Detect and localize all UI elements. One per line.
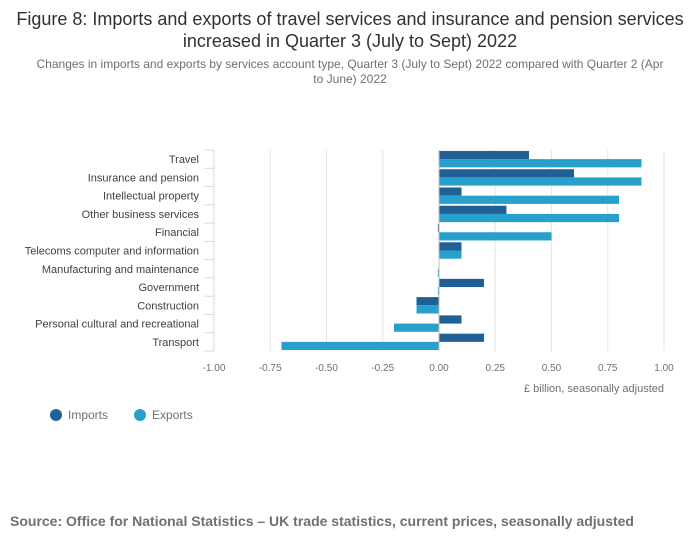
x-tick-label-7: 0.75 xyxy=(598,363,618,374)
bar-exports-2 xyxy=(439,195,619,204)
bar-exports-8 xyxy=(416,305,439,314)
x-axis-title: £ billion, seasonally adjusted xyxy=(524,383,664,395)
bar-exports-6 xyxy=(437,268,439,277)
x-tick-label-4: 0.00 xyxy=(429,363,449,374)
legend: Imports Exports xyxy=(50,408,193,422)
bar-imports-8 xyxy=(416,297,439,306)
bar-imports-4 xyxy=(437,224,439,233)
source-note: Source: Office for National Statistics –… xyxy=(10,513,634,529)
bar-imports-1 xyxy=(439,169,574,178)
legend-item-exports[interactable]: Exports xyxy=(134,408,193,422)
chart-subtitle: Changes in imports and exports by servic… xyxy=(36,57,664,86)
category-label-3: Other business services xyxy=(82,209,200,221)
x-tick-label-1: -0.75 xyxy=(259,363,282,374)
category-label-4: Financial xyxy=(155,227,199,239)
category-label-9: Personal cultural and recreational xyxy=(35,319,199,331)
bar-imports-10 xyxy=(439,333,484,342)
legend-label-exports: Exports xyxy=(152,408,193,422)
category-label-8: Construction xyxy=(137,300,199,312)
x-tick-label-5: 0.25 xyxy=(486,363,506,374)
chart-title: Figure 8: Imports and exports of travel … xyxy=(16,9,684,51)
legend-swatch-exports xyxy=(134,409,147,421)
bar-exports-9 xyxy=(394,323,439,332)
bar-imports-0 xyxy=(439,150,529,160)
bar-exports-4 xyxy=(439,232,552,241)
legend-swatch-imports xyxy=(50,409,62,421)
category-label-10: Transport xyxy=(152,337,199,349)
x-tick-label-2: -0.50 xyxy=(315,363,338,374)
x-tick-label-8: 1.00 xyxy=(654,363,674,374)
bar-imports-9 xyxy=(439,315,462,324)
bar-exports-3 xyxy=(439,213,619,223)
category-label-1: Insurance and pension xyxy=(88,172,199,184)
legend-label-imports: Imports xyxy=(68,408,109,422)
bar-chart: Travel Insurance and pension Intellectual … xyxy=(25,149,674,395)
category-label-5: Telecoms computer and information xyxy=(25,246,199,258)
x-tick-label-6: 0.50 xyxy=(542,363,562,374)
bar-imports-3 xyxy=(439,205,507,214)
bar-imports-5 xyxy=(439,242,462,251)
legend-item-imports[interactable]: Imports xyxy=(50,408,108,422)
bar-exports-1 xyxy=(439,177,642,186)
bar-exports-5 xyxy=(439,250,462,259)
bar-exports-7 xyxy=(437,287,439,296)
x-tick-label-3: -0.25 xyxy=(371,363,394,374)
bar-exports-0 xyxy=(439,159,642,168)
bar-exports-10 xyxy=(281,341,439,351)
bar-imports-2 xyxy=(439,187,462,196)
x-tick-label-0: -1.00 xyxy=(203,363,226,374)
category-label-2: Intellectual property xyxy=(103,191,199,203)
category-label-0: Travel xyxy=(169,154,199,166)
category-label-6: Manufacturing and maintenance xyxy=(42,264,199,276)
bar-imports-7 xyxy=(439,278,484,288)
category-label-7: Government xyxy=(138,282,199,294)
